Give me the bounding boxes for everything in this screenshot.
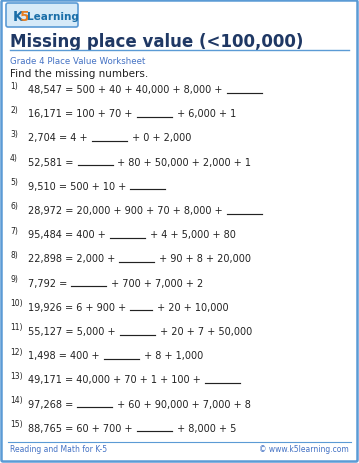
Text: 28,972 = 20,000 + 900 + 70 + 8,000 +: 28,972 = 20,000 + 900 + 70 + 8,000 + xyxy=(28,206,226,216)
Text: 88,765 = 60 + 700 +: 88,765 = 60 + 700 + xyxy=(28,423,136,433)
Text: 2,704 = 4 +: 2,704 = 4 + xyxy=(28,133,90,143)
Text: 5: 5 xyxy=(20,10,30,24)
Text: 7): 7) xyxy=(10,226,18,235)
Text: 8): 8) xyxy=(10,250,18,259)
FancyBboxPatch shape xyxy=(6,4,78,28)
Text: 11): 11) xyxy=(10,323,23,332)
Text: 4): 4) xyxy=(10,154,18,163)
Text: + 8 + 1,000: + 8 + 1,000 xyxy=(141,350,203,360)
Text: 9): 9) xyxy=(10,275,18,283)
Text: 48,547 = 500 + 40 + 40,000 + 8,000 +: 48,547 = 500 + 40 + 40,000 + 8,000 + xyxy=(28,85,225,95)
Text: 97,268 =: 97,268 = xyxy=(28,399,76,409)
Text: 95,484 = 400 +: 95,484 = 400 + xyxy=(28,230,109,240)
Text: 14): 14) xyxy=(10,395,23,404)
Text: + 0 + 2,000: + 0 + 2,000 xyxy=(129,133,191,143)
Text: 3): 3) xyxy=(10,130,18,138)
Text: Reading and Math for K-5: Reading and Math for K-5 xyxy=(10,444,107,454)
Text: 16,171 = 100 + 70 +: 16,171 = 100 + 70 + xyxy=(28,109,135,119)
Text: 55,127 = 5,000 +: 55,127 = 5,000 + xyxy=(28,326,118,336)
Text: 15): 15) xyxy=(10,419,23,428)
Text: + 700 + 7,000 + 2: + 700 + 7,000 + 2 xyxy=(108,278,204,288)
Text: © www.k5learning.com: © www.k5learning.com xyxy=(259,444,349,454)
Text: + 60 + 90,000 + 7,000 + 8: + 60 + 90,000 + 7,000 + 8 xyxy=(115,399,251,409)
Text: 13): 13) xyxy=(10,371,23,380)
Text: + 90 + 8 + 20,000: + 90 + 8 + 20,000 xyxy=(157,254,251,264)
Text: + 80 + 50,000 + 2,000 + 1: + 80 + 50,000 + 2,000 + 1 xyxy=(115,157,252,167)
Text: Learning: Learning xyxy=(27,12,79,22)
Text: + 8,000 + 5: + 8,000 + 5 xyxy=(174,423,236,433)
Text: Find the missing numbers.: Find the missing numbers. xyxy=(10,69,148,79)
Text: 5): 5) xyxy=(10,178,18,187)
Text: + 20 + 7 + 50,000: + 20 + 7 + 50,000 xyxy=(157,326,252,336)
Text: + 20 + 10,000: + 20 + 10,000 xyxy=(154,302,229,312)
Text: 12): 12) xyxy=(10,347,23,356)
Text: 2): 2) xyxy=(10,106,18,114)
Text: 10): 10) xyxy=(10,299,23,307)
Text: 1): 1) xyxy=(10,81,18,90)
Text: Grade 4 Place Value Worksheet: Grade 4 Place Value Worksheet xyxy=(10,56,145,65)
Text: 1,498 = 400 +: 1,498 = 400 + xyxy=(28,350,103,360)
Text: 6): 6) xyxy=(10,202,18,211)
Text: + 4 + 5,000 + 80: + 4 + 5,000 + 80 xyxy=(147,230,236,240)
Text: Missing place value (<100,000): Missing place value (<100,000) xyxy=(10,33,303,51)
Text: 7,792 =: 7,792 = xyxy=(28,278,70,288)
Text: 9,510 = 500 + 10 +: 9,510 = 500 + 10 + xyxy=(28,181,129,191)
Text: 49,171 = 40,000 + 70 + 1 + 100 +: 49,171 = 40,000 + 70 + 1 + 100 + xyxy=(28,375,204,385)
Text: 22,898 = 2,000 +: 22,898 = 2,000 + xyxy=(28,254,118,264)
Text: + 6,000 + 1: + 6,000 + 1 xyxy=(173,109,236,119)
Text: 52,581 =: 52,581 = xyxy=(28,157,76,167)
Text: K: K xyxy=(13,10,24,24)
Text: 19,926 = 6 + 900 +: 19,926 = 6 + 900 + xyxy=(28,302,129,312)
